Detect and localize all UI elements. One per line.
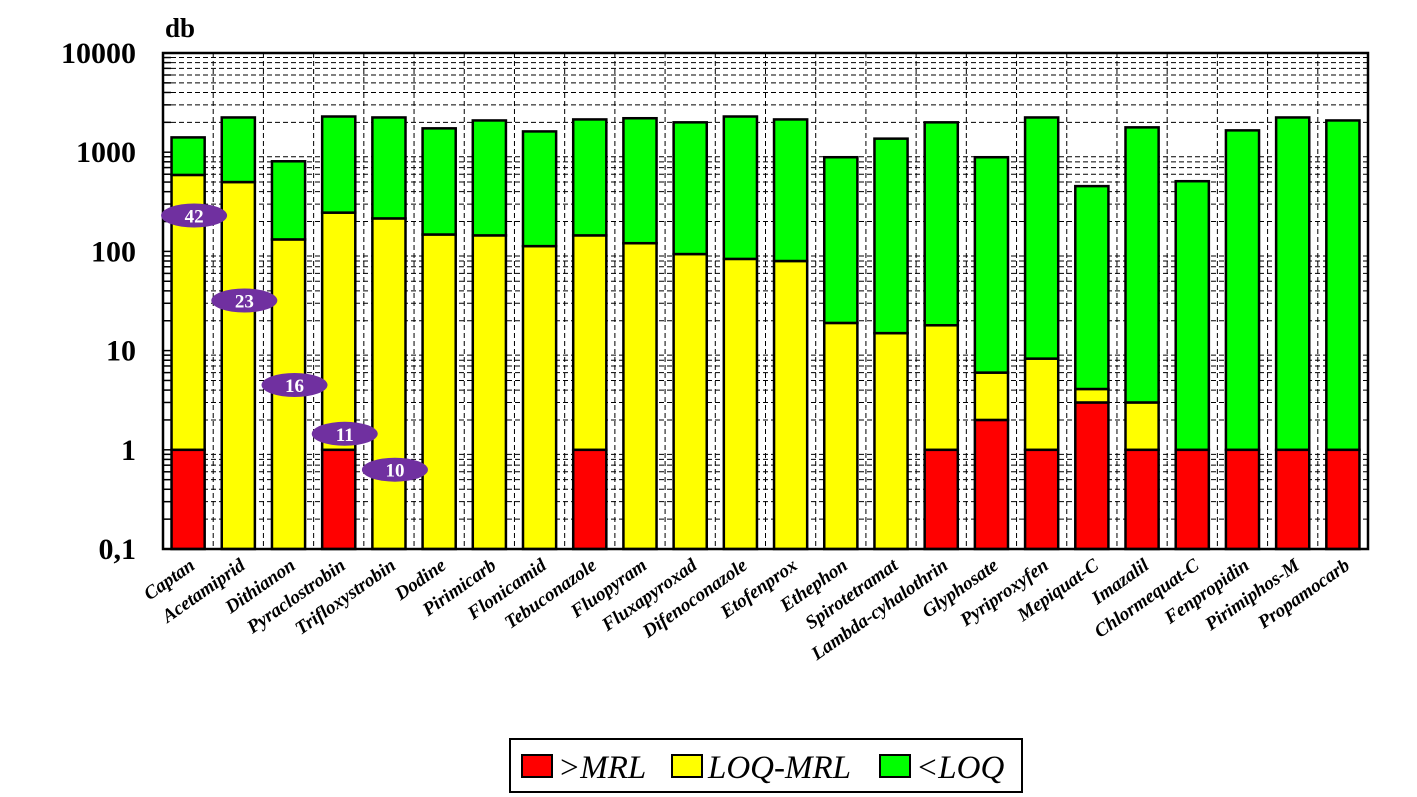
gridlines [163,53,1368,550]
bar-segment-below-loq [973,155,1010,374]
bar-segment-below-loq [772,118,809,263]
bar-segment-above-mrl [170,448,206,551]
bar-segment-below-loq [371,116,407,220]
legend-swatch [671,754,703,778]
bar-segment-loq-mrl [672,252,709,551]
bar-segment-above-mrl [1325,448,1361,551]
annotation-label: 42 [185,207,204,228]
bar-segment-below-loq [722,115,759,261]
bar-segment-below-loq [1023,116,1060,360]
legend-label: LOQ-MRL [707,750,851,786]
annotation-label: 11 [336,425,354,446]
y-tick-label: 0,1 [99,533,137,566]
plot-area-frame [161,51,1370,551]
legend: >MRL LOQ-MRL <LOQ [509,738,1023,793]
bar-segment-above-mrl [1174,448,1211,551]
bar-segment-below-loq [622,116,658,245]
legend-swatch [521,754,553,778]
bar-segment-above-mrl [1274,448,1311,551]
bar-segment-below-loq [571,118,608,237]
bar-segment-below-loq [521,130,558,248]
legend-box [509,738,1023,793]
bar-segment-below-loq [672,121,709,256]
bar-segment-below-loq [873,137,909,335]
bar-segment-below-loq [1224,129,1261,452]
bar-segment-below-loq [320,115,357,214]
bar-segment-loq-mrl [471,234,508,551]
bar-segment-loq-mrl [1023,357,1060,452]
annotation-bubble [161,203,228,228]
bar-segment-loq-mrl [923,324,960,452]
bar-segment-loq-mrl [371,217,407,551]
bar-segment-loq-mrl [772,259,809,551]
annotation-label: 10 [385,461,404,482]
bar-segment-above-mrl [1023,448,1060,551]
bars [170,115,1361,551]
bar-segment-below-loq [421,127,457,236]
bar-segment-loq-mrl [822,321,859,551]
bar-segment-loq-mrl [1124,401,1160,452]
bar-segment-below-loq [1124,126,1160,404]
annotation-label: 16 [285,376,304,397]
legend-swatch [879,754,911,778]
legend-label: >MRL [558,750,646,786]
y-tick-label: 1000 [76,136,136,169]
bar-segment-loq-mrl [722,257,759,551]
annotation-bubble [311,421,378,446]
annotation-bubble [261,373,328,398]
bar-segment-below-loq [220,116,257,184]
x-axis-labels: CaptanAcetamipridDithianonPyraclostrobin… [140,554,1354,665]
bar-segment-above-mrl [1074,401,1110,551]
bar-segment-below-loq [822,155,859,325]
bar-segment-loq-mrl [571,234,608,452]
y-axis-unit-label: db [165,13,195,43]
annotation-bubble [361,457,428,482]
bar-segment-above-mrl [320,448,357,551]
bar-segment-loq-mrl [873,331,909,551]
y-axis: 0,1 1 10 100 1000 10000 [61,37,136,566]
bar-segment-loq-mrl [320,211,357,452]
bar-segment-loq-mrl [622,241,658,551]
y-tick-label: 100 [91,235,136,268]
bar-segment-loq-mrl [1074,387,1110,404]
legend-label: <LOQ [916,750,1004,786]
bar-segment-below-loq [1074,184,1110,391]
y-tick-label: 1 [121,434,136,467]
bar-segment-loq-mrl [973,371,1010,422]
bar-segment-loq-mrl [421,233,457,551]
bar-segment-below-loq [471,119,508,237]
annotation-bubbles: 42 23 16 11 10 [161,203,428,482]
annotation-bubble [211,288,278,313]
bar-segment-loq-mrl [220,180,257,551]
bar-segment-above-mrl [923,448,960,551]
bar-segment-below-loq [923,121,960,327]
annotation-label: 23 [235,291,254,312]
bar-segment-above-mrl [1124,448,1160,551]
bar-segment-loq-mrl [521,244,558,551]
bar-segment-above-mrl [571,448,608,551]
bar-segment-above-mrl [973,418,1010,551]
bar-segment-below-loq [1174,179,1211,452]
y-tick-label: 10000 [61,37,136,70]
bar-segment-below-loq [170,136,206,177]
bar-segment-below-loq [270,160,307,241]
y-tick-label: 10 [106,335,136,368]
bar-segment-below-loq [1325,119,1361,452]
bar-segment-below-loq [1274,116,1311,452]
bar-segment-above-mrl [1224,448,1261,551]
